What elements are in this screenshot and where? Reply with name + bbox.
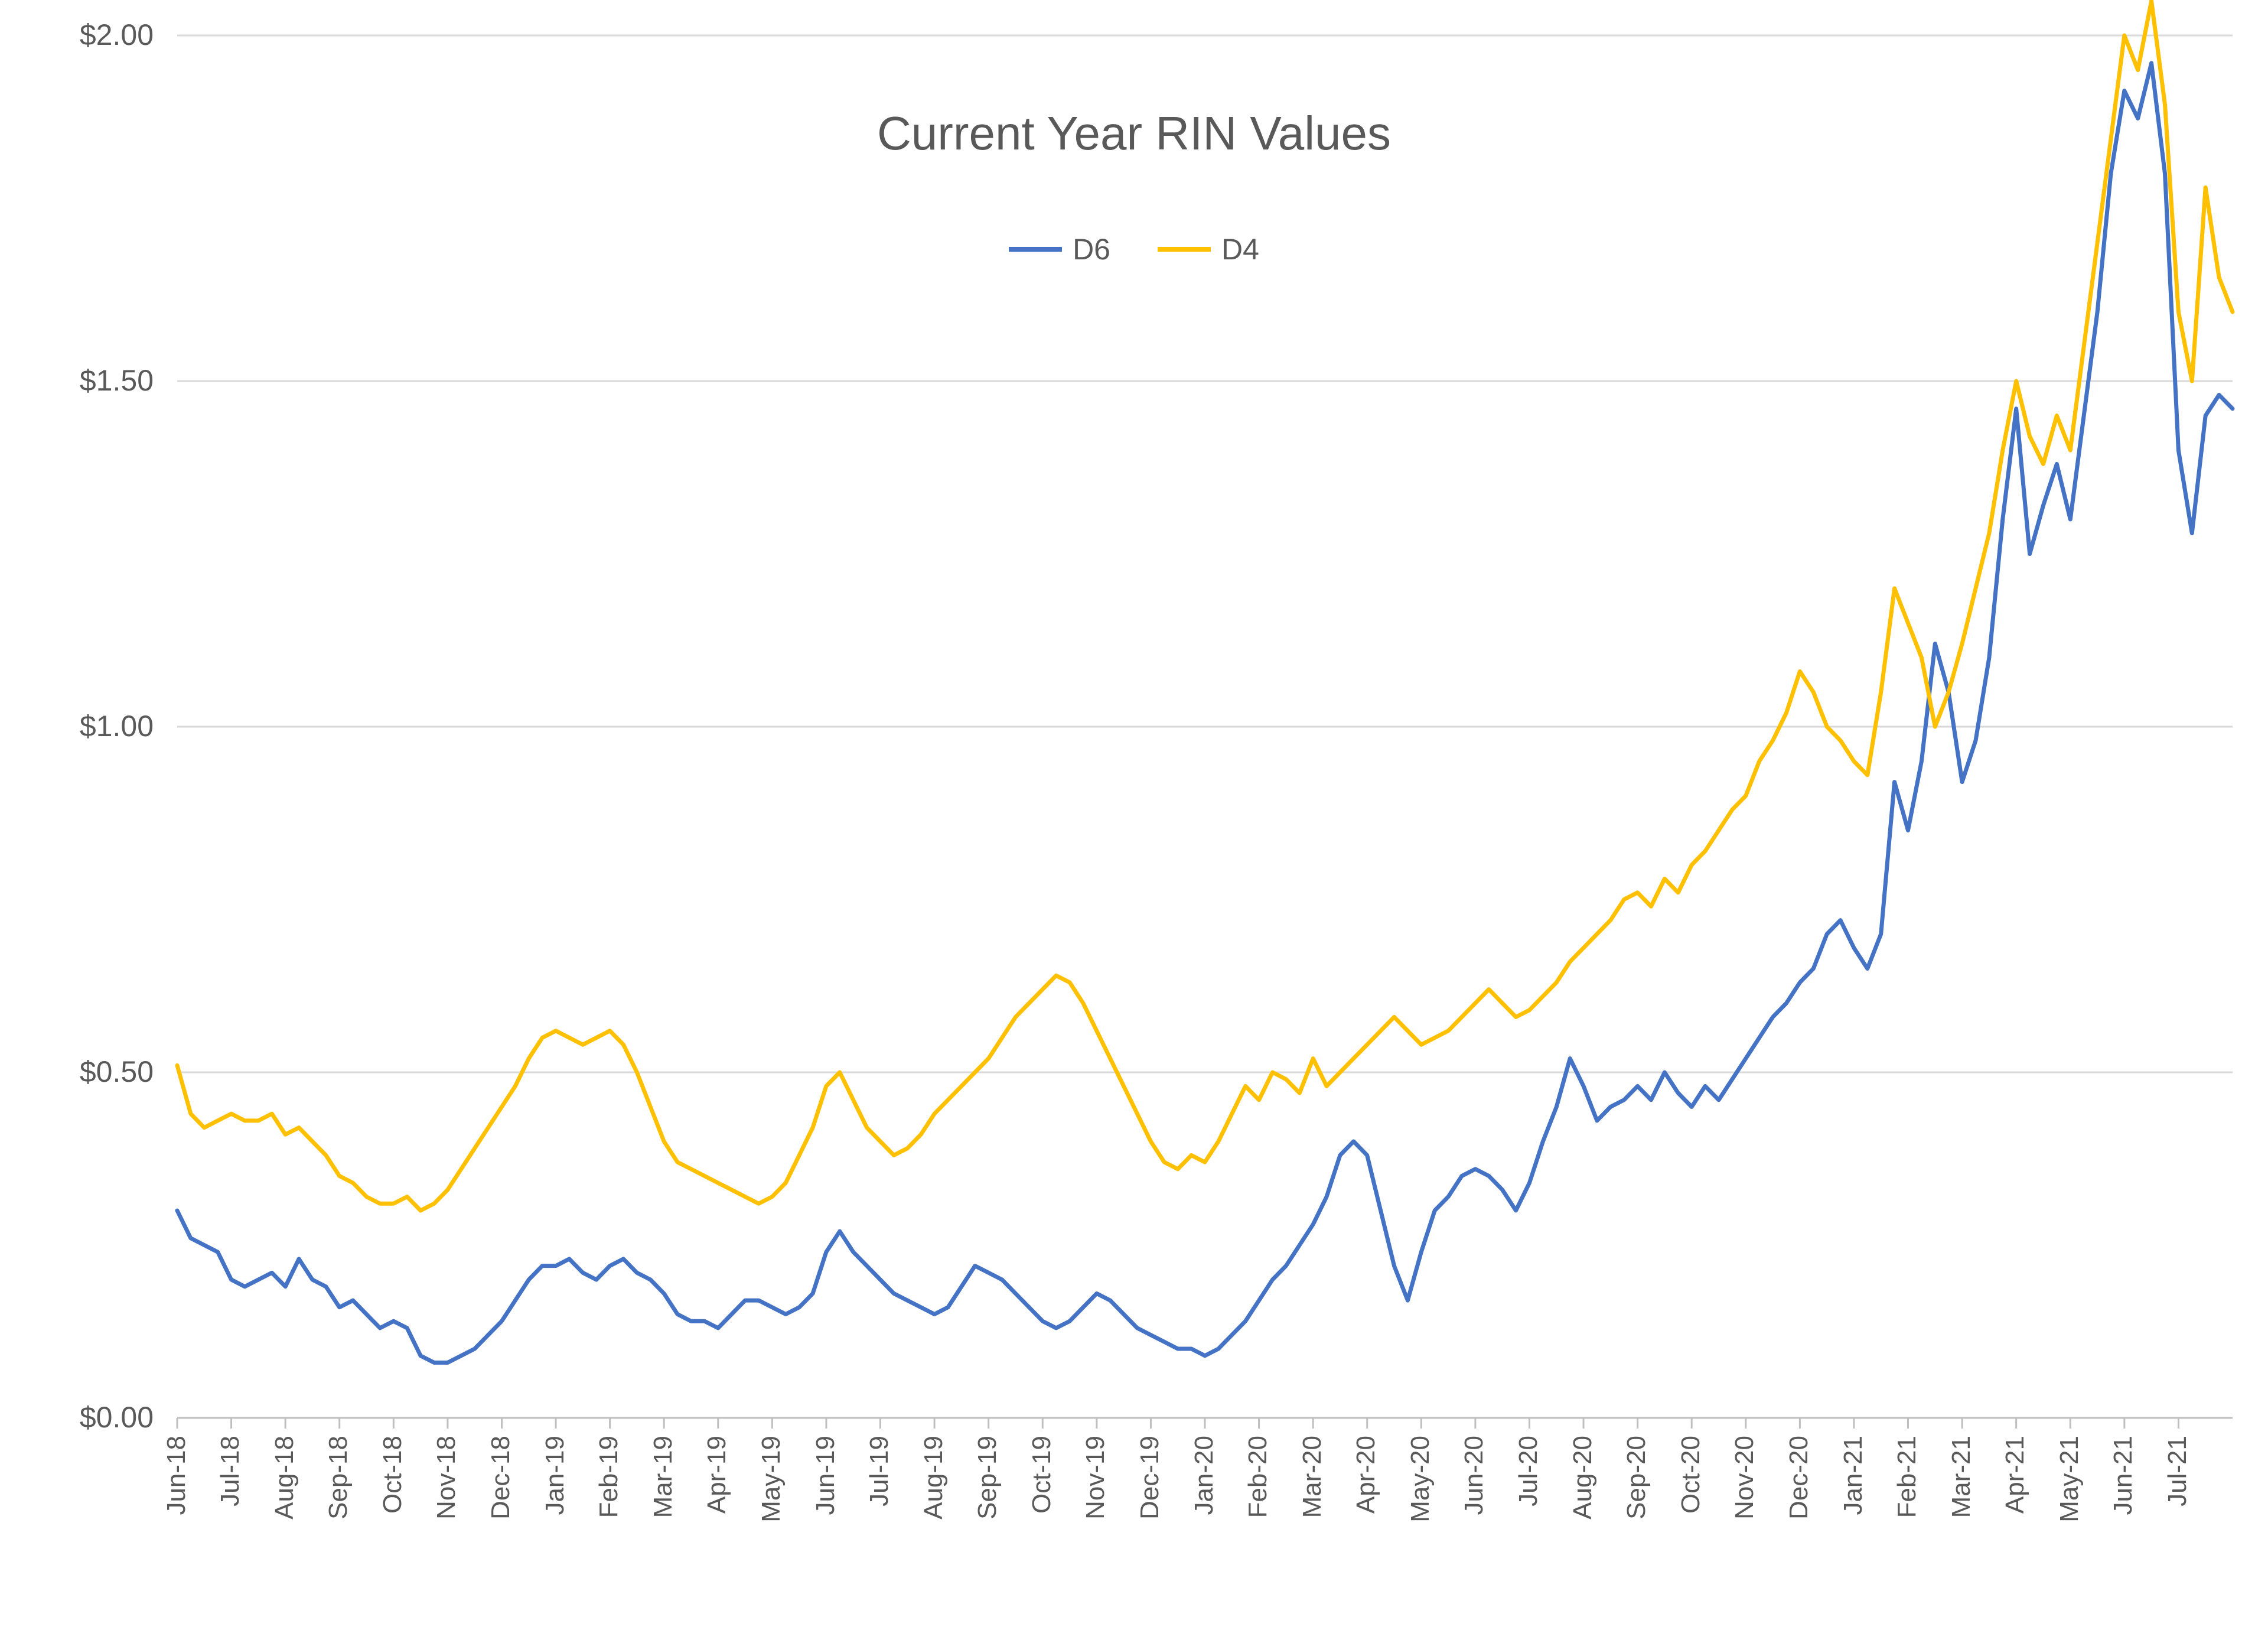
x-tick-label: Jan-19 <box>540 1436 570 1515</box>
series-line-d6 <box>177 63 2233 1363</box>
x-tick-label: Aug-18 <box>270 1436 299 1520</box>
x-tick-label: Feb-21 <box>1892 1436 1922 1518</box>
plot-area <box>0 0 2268 1643</box>
x-tick-label: Jun-21 <box>2109 1436 2138 1515</box>
x-tick-label: May-19 <box>757 1436 786 1522</box>
x-tick-label: Nov-18 <box>432 1436 461 1520</box>
x-tick-label: Mar-21 <box>1947 1436 1976 1518</box>
x-tick-label: Jan-20 <box>1190 1436 1219 1515</box>
x-tick-label: Jul-21 <box>2163 1436 2192 1507</box>
x-tick-label: Dec-18 <box>486 1436 516 1520</box>
x-tick-label: Mar-20 <box>1298 1436 1327 1518</box>
x-tick-label: May-21 <box>2055 1436 2084 1522</box>
x-tick-label: Apr-19 <box>702 1436 732 1514</box>
x-tick-label: Sep-18 <box>324 1436 353 1520</box>
x-tick-label: Dec-19 <box>1135 1436 1165 1520</box>
x-tick-label: Oct-18 <box>378 1436 408 1514</box>
x-tick-label: Jun-20 <box>1459 1436 1489 1515</box>
y-tick-label: $0.00 <box>0 1400 154 1434</box>
x-tick-label: Sep-19 <box>973 1436 1002 1520</box>
x-tick-label: Oct-19 <box>1027 1436 1057 1514</box>
x-tick-label: Nov-20 <box>1730 1436 1759 1520</box>
x-tick-label: Feb-19 <box>594 1436 624 1518</box>
x-tick-label: Apr-20 <box>1351 1436 1381 1514</box>
series-line-d4 <box>177 1 2233 1211</box>
x-tick-label: Aug-20 <box>1568 1436 1598 1520</box>
x-tick-label: Jul-18 <box>216 1436 245 1507</box>
x-tick-label: Apr-21 <box>2000 1436 2030 1514</box>
x-tick-label: Jun-18 <box>162 1436 191 1515</box>
y-tick-label: $2.00 <box>0 18 154 52</box>
x-tick-label: Sep-20 <box>1622 1436 1651 1520</box>
x-tick-label: Jul-19 <box>865 1436 894 1507</box>
x-tick-label: Oct-20 <box>1676 1436 1706 1514</box>
x-tick-label: Nov-19 <box>1081 1436 1110 1520</box>
x-tick-label: Jul-20 <box>1514 1436 1543 1507</box>
x-tick-label: Jun-19 <box>811 1436 840 1515</box>
y-tick-label: $0.50 <box>0 1055 154 1089</box>
x-tick-label: Aug-19 <box>919 1436 949 1520</box>
x-tick-label: Mar-19 <box>649 1436 678 1518</box>
rin-values-line-chart: Current Year RIN Values D6D4 $0.00$0.50$… <box>0 0 2268 1643</box>
x-tick-label: Jan-21 <box>1839 1436 1868 1515</box>
y-tick-label: $1.00 <box>0 709 154 743</box>
x-tick-label: Feb-20 <box>1243 1436 1273 1518</box>
x-tick-label: May-20 <box>1406 1436 1435 1522</box>
y-tick-label: $1.50 <box>0 363 154 398</box>
x-tick-label: Dec-20 <box>1784 1436 1814 1520</box>
